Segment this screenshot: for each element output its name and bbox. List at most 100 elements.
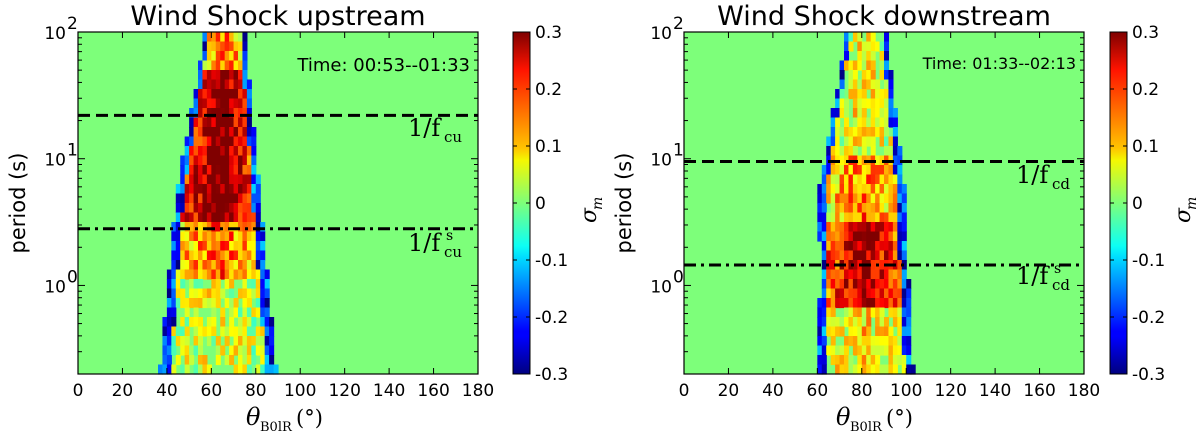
heatmap-cell xyxy=(852,184,858,195)
heatmap-cell xyxy=(193,241,199,252)
heatmap-cell xyxy=(242,98,248,109)
heatmap-cell xyxy=(861,269,867,280)
heatmap-cell xyxy=(198,60,204,71)
heatmap-cell xyxy=(826,174,832,185)
heatmap-cell xyxy=(206,184,212,195)
heatmap-cell xyxy=(906,326,912,337)
heatmap-cell xyxy=(906,317,912,328)
heatmap-cells xyxy=(158,32,279,375)
heatmap-cell xyxy=(269,326,275,337)
heatmap-cell xyxy=(884,336,890,347)
heatmap-cell xyxy=(870,89,876,100)
heatmap-cell xyxy=(202,260,208,271)
heatmap-cell xyxy=(875,98,881,109)
heatmap-cell xyxy=(202,212,208,223)
heatmap-cell xyxy=(848,212,854,223)
y-tick-label: 10 xyxy=(650,24,672,44)
heatmap-cell xyxy=(215,41,221,52)
heatmap-cell xyxy=(906,336,912,347)
heatmap-cell xyxy=(224,155,230,166)
heatmap-cell xyxy=(848,288,854,299)
heatmap-cell xyxy=(166,355,172,366)
heatmap-cell xyxy=(184,146,190,157)
heatmap-cell xyxy=(220,269,226,280)
heatmap-cell xyxy=(220,32,226,43)
heatmap-cell xyxy=(906,345,912,356)
heatmap-cell xyxy=(821,222,827,233)
heatmap-cell xyxy=(211,79,217,90)
heatmap-cell xyxy=(229,108,235,119)
y-tick-label: 10 xyxy=(44,151,66,171)
heatmap-cell xyxy=(888,326,894,337)
heatmap-cell xyxy=(233,165,239,176)
heatmap-cell xyxy=(220,345,226,356)
heatmap-cell xyxy=(830,260,836,271)
heatmap-cell xyxy=(193,89,199,100)
heatmap-cell xyxy=(184,241,190,252)
heatmap-cell xyxy=(870,32,876,43)
heatmap-cell xyxy=(246,203,252,214)
heatmap-cell xyxy=(844,250,850,261)
heatmap-cell xyxy=(870,250,876,261)
heatmap-cell xyxy=(817,364,823,375)
heatmap-cell xyxy=(839,193,845,204)
heatmap-cell xyxy=(238,193,244,204)
heatmap-cell xyxy=(189,146,195,157)
heatmap-cell xyxy=(269,317,275,328)
heatmap-cell xyxy=(848,174,854,185)
colorbar-ticks: 0.3 0.2 0.1 0 -0.1 -0.2 -0.3 xyxy=(1110,23,1165,385)
heatmap-cell xyxy=(184,222,190,233)
heatmap-cell xyxy=(220,146,226,157)
heatmap-cell xyxy=(251,269,257,280)
heatmap-cell xyxy=(251,241,257,252)
heatmap-cell xyxy=(906,298,912,309)
heatmap-cell xyxy=(857,117,863,128)
heatmap-cell xyxy=(202,298,208,309)
heatmap-cell xyxy=(224,250,230,261)
heatmap-cell xyxy=(198,70,204,81)
heatmap-cell xyxy=(202,165,208,176)
colorbar-label-main: σ xyxy=(1171,207,1196,223)
heatmap-cell xyxy=(175,241,181,252)
heatmap-cell xyxy=(202,127,208,138)
heatmap-cell xyxy=(884,51,890,62)
heatmap-cell xyxy=(879,136,885,147)
heatmap-cell xyxy=(242,326,248,337)
heatmap-cell xyxy=(875,336,881,347)
colorbar-tick-label: -0.2 xyxy=(1132,308,1165,328)
heatmap-cell xyxy=(251,260,257,271)
heatmap-cell xyxy=(255,260,261,271)
heatmap-cell xyxy=(879,51,885,62)
heatmap-cell xyxy=(242,70,248,81)
heatmap-cell xyxy=(888,288,894,299)
heatmap-cell xyxy=(242,174,248,185)
heatmap-cell xyxy=(821,174,827,185)
heatmap-cell xyxy=(844,136,850,147)
heatmap-cell xyxy=(215,231,221,242)
heatmap-cell xyxy=(211,184,217,195)
heatmap-cell xyxy=(821,231,827,242)
heatmap-cell xyxy=(870,269,876,280)
heatmap-cell xyxy=(897,317,903,328)
heatmap-cell xyxy=(844,127,850,138)
heatmap-cell xyxy=(835,355,841,366)
heatmap-cell xyxy=(184,136,190,147)
heatmap-cell xyxy=(220,174,226,185)
heatmap-cell xyxy=(242,231,248,242)
heatmap-cell xyxy=(830,307,836,318)
heatmap-cell xyxy=(175,222,181,233)
heatmap-cell xyxy=(206,222,212,233)
line-label-sup: s xyxy=(446,228,453,244)
heatmap-cell xyxy=(264,279,270,290)
heatmap-cell xyxy=(901,184,907,195)
heatmap-cell xyxy=(242,364,248,375)
heatmap-cell xyxy=(175,288,181,299)
heatmap-cell xyxy=(189,203,195,214)
heatmap-cell xyxy=(817,336,823,347)
heatmap-cell xyxy=(884,70,890,81)
heatmap-cell xyxy=(251,250,257,261)
heatmap-cell xyxy=(866,364,872,375)
heatmap-cell xyxy=(879,241,885,252)
heatmap-cell xyxy=(870,307,876,318)
heatmap-cell xyxy=(861,212,867,223)
